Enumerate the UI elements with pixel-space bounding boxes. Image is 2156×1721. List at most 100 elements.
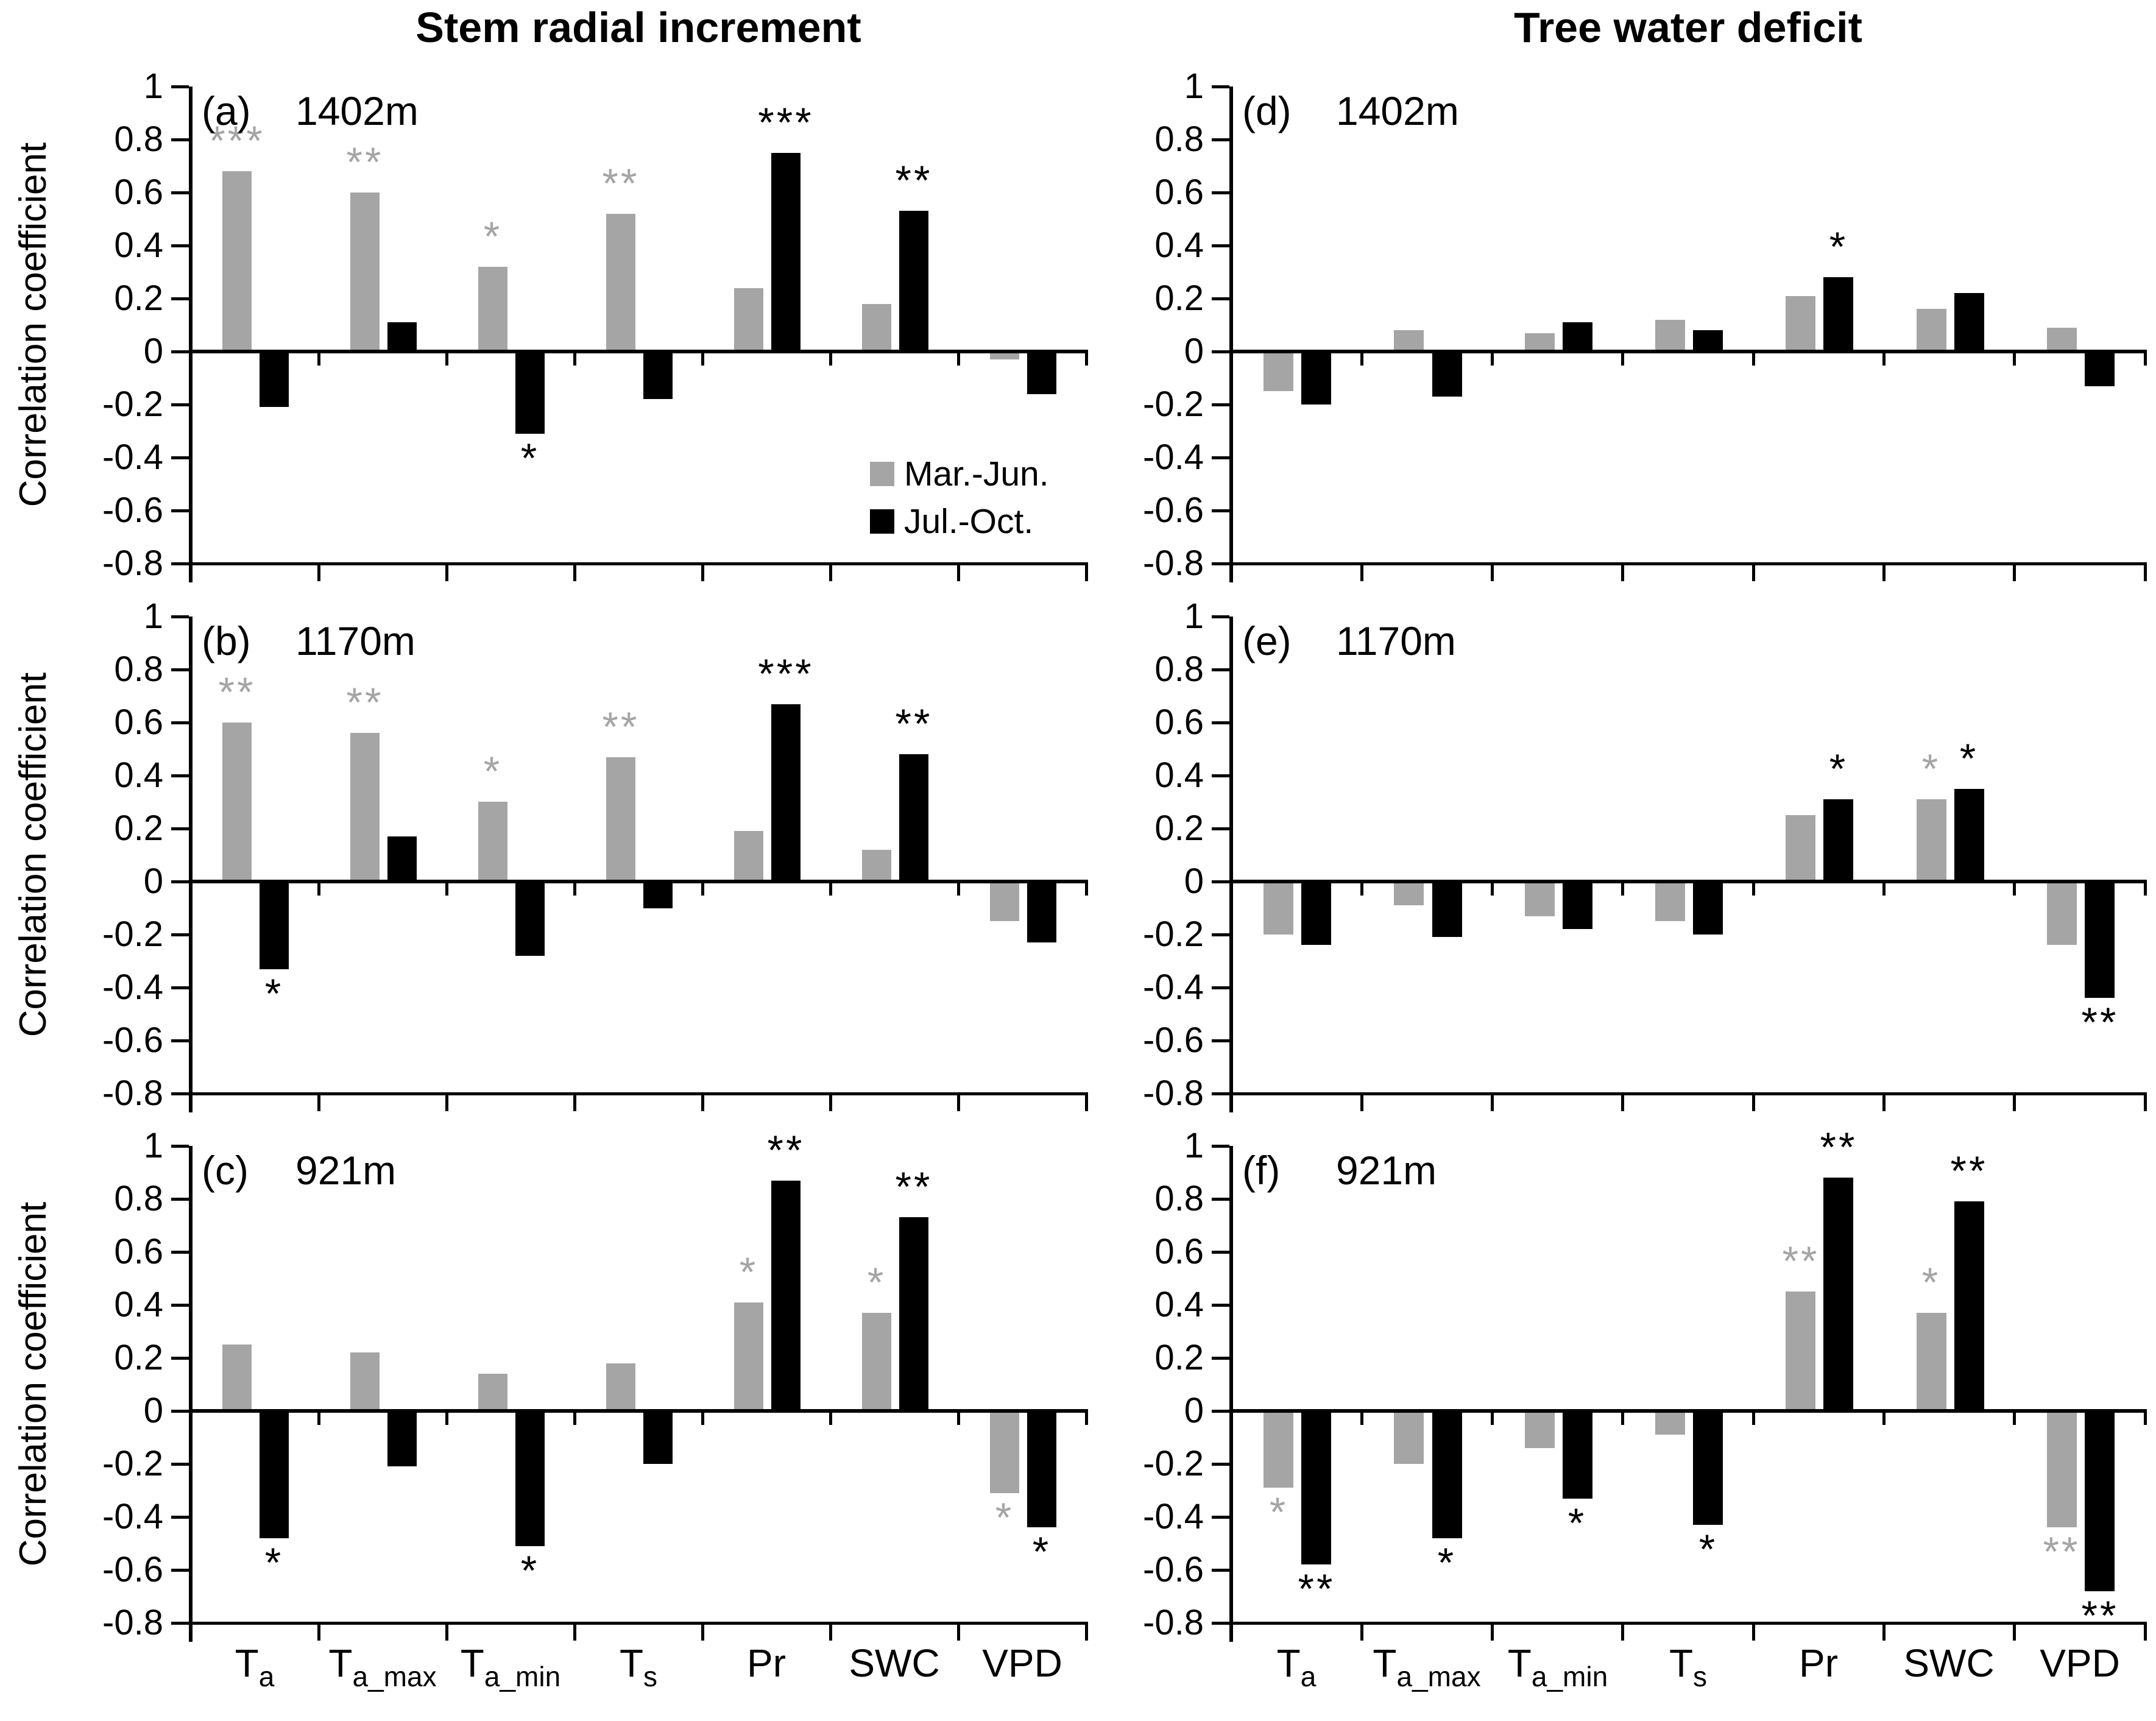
bar [2085, 1411, 2115, 1591]
x-axis-label: Ts [1605, 1640, 1772, 1692]
bottom-axis-tick [2144, 1095, 2147, 1111]
category-tick [573, 353, 576, 366]
legend-label: Jul.-Oct. [904, 502, 1034, 541]
significance-marker: * [264, 1539, 284, 1586]
bar [1823, 1178, 1853, 1411]
y-axis-tick-label: -0.2 [1143, 1444, 1204, 1483]
significance-marker: ** [346, 139, 384, 185]
category-tick [1752, 353, 1755, 366]
bottom-axis-tick [1882, 1625, 1886, 1641]
y-axis-tick-label: -0.6 [102, 1550, 163, 1589]
x-axis-label-main: T [1276, 1641, 1301, 1685]
bottom-axis-tick [1085, 1625, 1088, 1641]
bar [1655, 320, 1685, 352]
significance-marker: ** [1782, 1238, 1820, 1284]
y-axis-tick [1212, 85, 1229, 88]
category-tick [957, 353, 960, 366]
y-axis-tick [171, 880, 189, 883]
category-tick [1882, 883, 1886, 896]
bar [643, 882, 673, 908]
significance-marker: * [867, 1259, 886, 1306]
y-axis-tick [1212, 350, 1229, 353]
significance-marker: *** [758, 651, 814, 697]
bar [1786, 296, 1815, 352]
zero-axis-line [189, 880, 1088, 883]
y-axis-line [189, 1146, 193, 1642]
x-axis-label-subscript: a [1300, 1661, 1317, 1692]
x-axis-label: VPD [1996, 1640, 2156, 1686]
bar [478, 1374, 507, 1411]
bottom-axis-tick [957, 1095, 960, 1111]
bottom-axis-tick [2013, 1095, 2016, 1111]
bar [1823, 799, 1853, 882]
y-axis-line [1229, 617, 1233, 1112]
bar [478, 267, 507, 352]
bar [1786, 1292, 1815, 1411]
y-axis-tick [1212, 138, 1229, 141]
category-tick [1491, 353, 1494, 366]
y-axis-tick-label: 0.8 [114, 1179, 163, 1218]
y-axis-tick [1212, 1251, 1229, 1254]
y-axis-tick [171, 615, 189, 618]
bottom-axis-tick [189, 1095, 193, 1111]
bar [1655, 1411, 1685, 1435]
bar [734, 288, 763, 352]
bottom-axis-tick [1752, 1625, 1755, 1641]
y-axis-line [189, 87, 193, 582]
bar [1917, 309, 1946, 352]
bottom-axis-tick [1491, 1095, 1494, 1111]
y-axis-line [1229, 1146, 1233, 1642]
y-axis-tick [1212, 191, 1229, 194]
elevation-label: 921m [295, 1148, 397, 1193]
category-tick [1491, 1413, 1494, 1425]
y-axis-tick-label: 0.2 [1154, 1338, 1204, 1377]
y-axis-tick [171, 668, 189, 671]
y-axis-tick [171, 1516, 189, 1519]
y-axis-tick-label: 0 [1184, 1391, 1204, 1430]
bar [1917, 1313, 1946, 1411]
bottom-axis-line [1229, 1622, 2147, 1625]
x-axis-label: Ta_min [1474, 1640, 1641, 1692]
bar [1563, 322, 1592, 352]
x-axis-label-main: VPD [2040, 1641, 2120, 1685]
y-axis-tick-label: 0 [143, 331, 163, 371]
legend-swatch-black [870, 509, 894, 534]
significance-marker: ** [602, 704, 640, 750]
bottom-axis-tick [1621, 1625, 1624, 1641]
y-axis-tick-label: 0.4 [1154, 755, 1204, 795]
bar [1525, 882, 1555, 916]
y-axis-tick-label: 0 [1184, 861, 1204, 901]
y-axis-tick [1212, 774, 1229, 777]
elevation-label: 921m [1336, 1148, 1437, 1193]
y-axis-tick [1212, 880, 1229, 883]
bar [899, 1217, 928, 1411]
bottom-axis-tick [829, 1095, 832, 1111]
y-axis-tick [171, 138, 189, 141]
bar [606, 757, 635, 882]
bottom-axis-tick [445, 565, 448, 581]
x-axis-label-main: T [328, 1641, 353, 1685]
y-axis-tick [1212, 1039, 1229, 1042]
y-axis-tick [1212, 1357, 1229, 1360]
x-axis-label: Ta_max [1343, 1640, 1510, 1692]
bar [990, 352, 1019, 359]
y-axis-tick [171, 191, 189, 194]
y-axis-tick-label: -0.8 [1143, 1603, 1204, 1642]
x-axis-label: SWC [1865, 1640, 2032, 1686]
y-axis-tick [171, 1145, 189, 1148]
y-axis-tick-label: 1 [143, 1126, 163, 1165]
y-axis-tick-label: -0.4 [1143, 1497, 1204, 1536]
x-axis-label: Pr [684, 1640, 849, 1686]
y-axis-tick-label: -0.6 [102, 1020, 163, 1060]
category-tick [1360, 353, 1363, 366]
bar [2047, 882, 2077, 945]
bar [1432, 1411, 1462, 1538]
bottom-axis-tick [957, 565, 960, 581]
bar [1954, 789, 1984, 882]
bar [222, 723, 252, 882]
y-axis-tick [171, 721, 189, 724]
y-axis-tick-label: -0.8 [1143, 543, 1204, 583]
legend-item: Mar.-Jun. [870, 457, 1049, 492]
elevation-label: 1170m [295, 618, 415, 663]
bar [260, 882, 289, 969]
